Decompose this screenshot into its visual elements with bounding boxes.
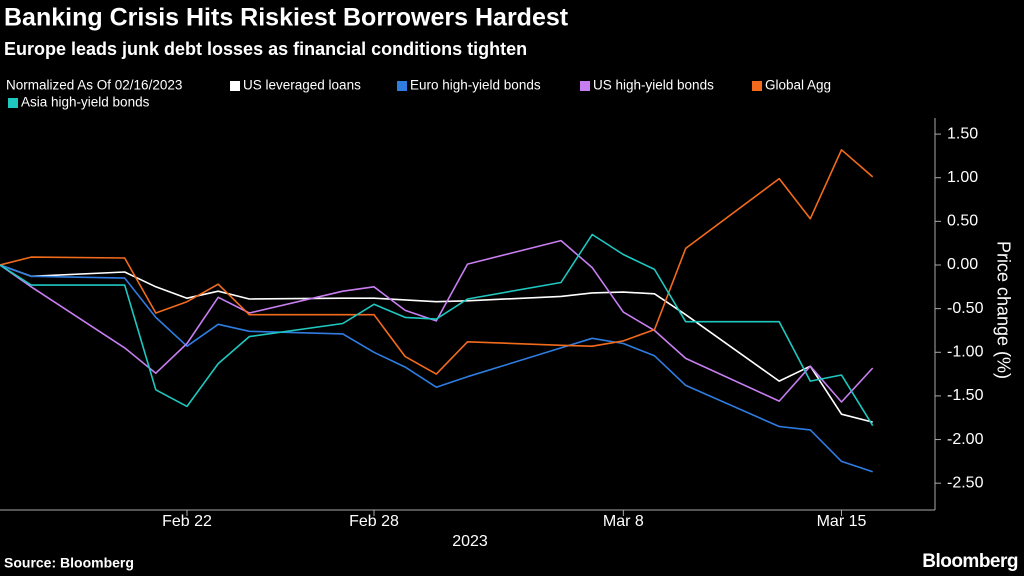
y-tick-label: 1.50: [947, 125, 978, 142]
chart-subtitle: Europe leads junk debt losses as financi…: [4, 39, 527, 59]
y-axis-label: Price change (%): [993, 241, 1013, 379]
brand-logo: Bloomberg: [922, 551, 1018, 572]
series-line: [0, 149, 874, 375]
x-tick-label: Feb 22: [162, 513, 212, 530]
legend-swatch: [230, 81, 240, 91]
series-line: [0, 239, 874, 403]
x-tick-label: Mar 15: [817, 513, 867, 530]
chart-title: Banking Crisis Hits Riskiest Borrowers H…: [4, 4, 569, 32]
y-tick-label: 0.00: [947, 256, 978, 273]
legend-swatch: [8, 98, 18, 108]
y-tick-label: -2.00: [947, 431, 984, 448]
legend-label: Euro high-yield bonds: [410, 78, 541, 93]
y-tick-label: -2.50: [947, 474, 984, 491]
source: Source: Bloomberg: [4, 555, 134, 571]
legend-swatch: [397, 81, 407, 91]
legend-label: Global Agg: [765, 78, 831, 93]
legend-swatch: [752, 81, 762, 91]
series-line: [0, 264, 873, 423]
y-tick-label: -1.50: [947, 387, 984, 404]
y-tick-label: 1.00: [947, 169, 978, 186]
y-tick-label: 0.50: [947, 213, 978, 230]
series-line: [0, 233, 874, 427]
x-axis-label: 2023: [452, 533, 488, 550]
series-line: [0, 264, 873, 473]
x-tick-label: Mar 8: [603, 513, 644, 530]
legend-label: US leveraged loans: [243, 78, 361, 93]
legend-swatch: [580, 81, 590, 91]
y-tick-label: -0.50: [947, 300, 984, 317]
legend-label: Asia high-yield bonds: [21, 95, 150, 110]
legend-title: Normalized As Of 02/16/2023: [6, 78, 182, 93]
legend-label: US high-yield bonds: [593, 78, 714, 93]
x-tick-label: Feb 28: [349, 513, 399, 530]
y-tick-label: -1.00: [947, 343, 984, 360]
